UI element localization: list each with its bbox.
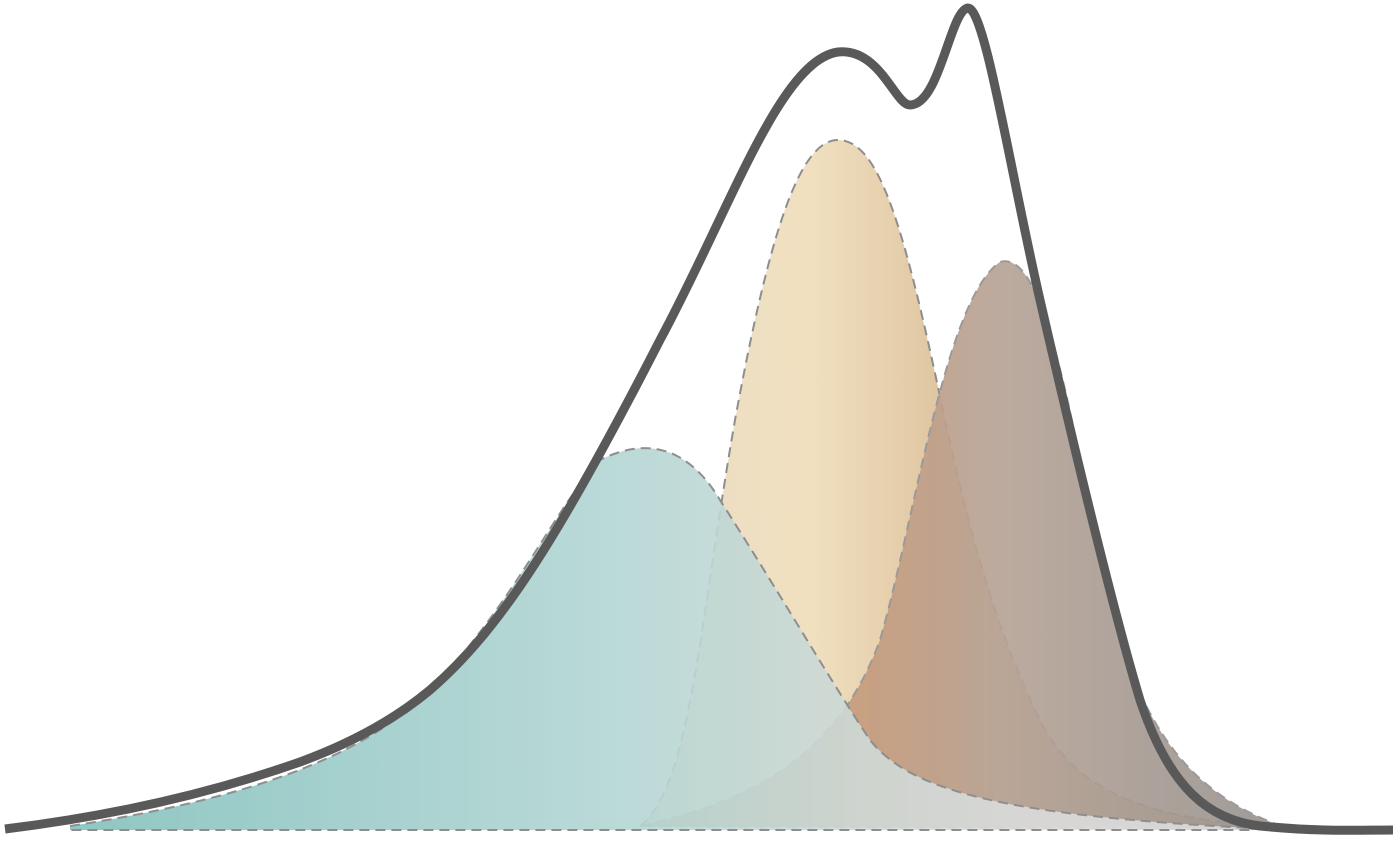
mixture-envelope [4,3,1393,835]
